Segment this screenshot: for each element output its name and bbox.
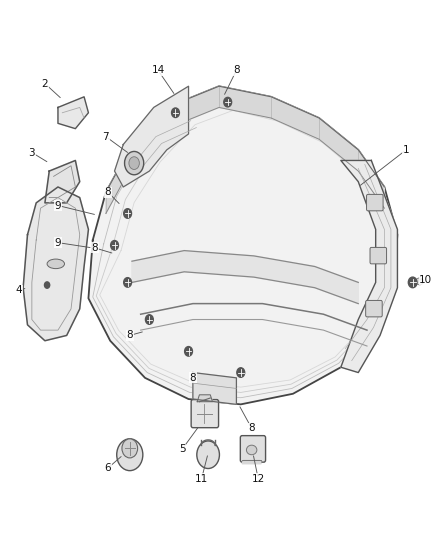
Circle shape xyxy=(237,368,245,377)
Text: 6: 6 xyxy=(105,463,111,473)
Ellipse shape xyxy=(247,445,257,455)
Text: 2: 2 xyxy=(42,78,48,88)
Circle shape xyxy=(129,157,139,169)
Polygon shape xyxy=(132,251,358,304)
Text: 7: 7 xyxy=(102,132,109,142)
Circle shape xyxy=(224,98,232,107)
Circle shape xyxy=(124,151,144,175)
Text: 14: 14 xyxy=(152,66,165,75)
Circle shape xyxy=(124,209,131,218)
Circle shape xyxy=(117,439,143,471)
Circle shape xyxy=(408,277,417,288)
FancyBboxPatch shape xyxy=(240,435,265,462)
Text: 11: 11 xyxy=(195,474,208,483)
Text: 8: 8 xyxy=(233,66,240,75)
Text: 10: 10 xyxy=(419,274,432,285)
Text: 1: 1 xyxy=(403,145,410,155)
Text: 8: 8 xyxy=(248,423,255,433)
Circle shape xyxy=(145,315,153,324)
Polygon shape xyxy=(106,86,385,214)
Text: 3: 3 xyxy=(28,148,35,158)
Text: 9: 9 xyxy=(55,200,61,211)
Polygon shape xyxy=(197,395,212,402)
Polygon shape xyxy=(88,86,397,405)
Ellipse shape xyxy=(416,278,424,285)
Circle shape xyxy=(185,346,192,356)
FancyBboxPatch shape xyxy=(370,247,387,264)
Text: 8: 8 xyxy=(105,187,111,197)
Polygon shape xyxy=(341,160,397,373)
Text: 8: 8 xyxy=(190,373,196,383)
Text: 4: 4 xyxy=(15,285,22,295)
Circle shape xyxy=(122,439,138,458)
Circle shape xyxy=(172,108,180,117)
Text: 9: 9 xyxy=(55,238,61,248)
Circle shape xyxy=(124,278,131,287)
FancyBboxPatch shape xyxy=(367,195,383,211)
Polygon shape xyxy=(242,460,261,464)
Circle shape xyxy=(111,240,118,250)
Text: 5: 5 xyxy=(179,445,185,455)
Polygon shape xyxy=(45,160,80,203)
Text: 8: 8 xyxy=(127,330,133,341)
FancyBboxPatch shape xyxy=(366,301,382,317)
Circle shape xyxy=(197,441,219,469)
Polygon shape xyxy=(115,86,188,187)
Text: 8: 8 xyxy=(92,243,98,253)
Circle shape xyxy=(45,282,49,288)
Polygon shape xyxy=(193,373,237,405)
Ellipse shape xyxy=(47,259,64,269)
Polygon shape xyxy=(23,187,88,341)
Text: 12: 12 xyxy=(251,474,265,483)
FancyBboxPatch shape xyxy=(191,400,219,427)
Polygon shape xyxy=(58,97,88,128)
